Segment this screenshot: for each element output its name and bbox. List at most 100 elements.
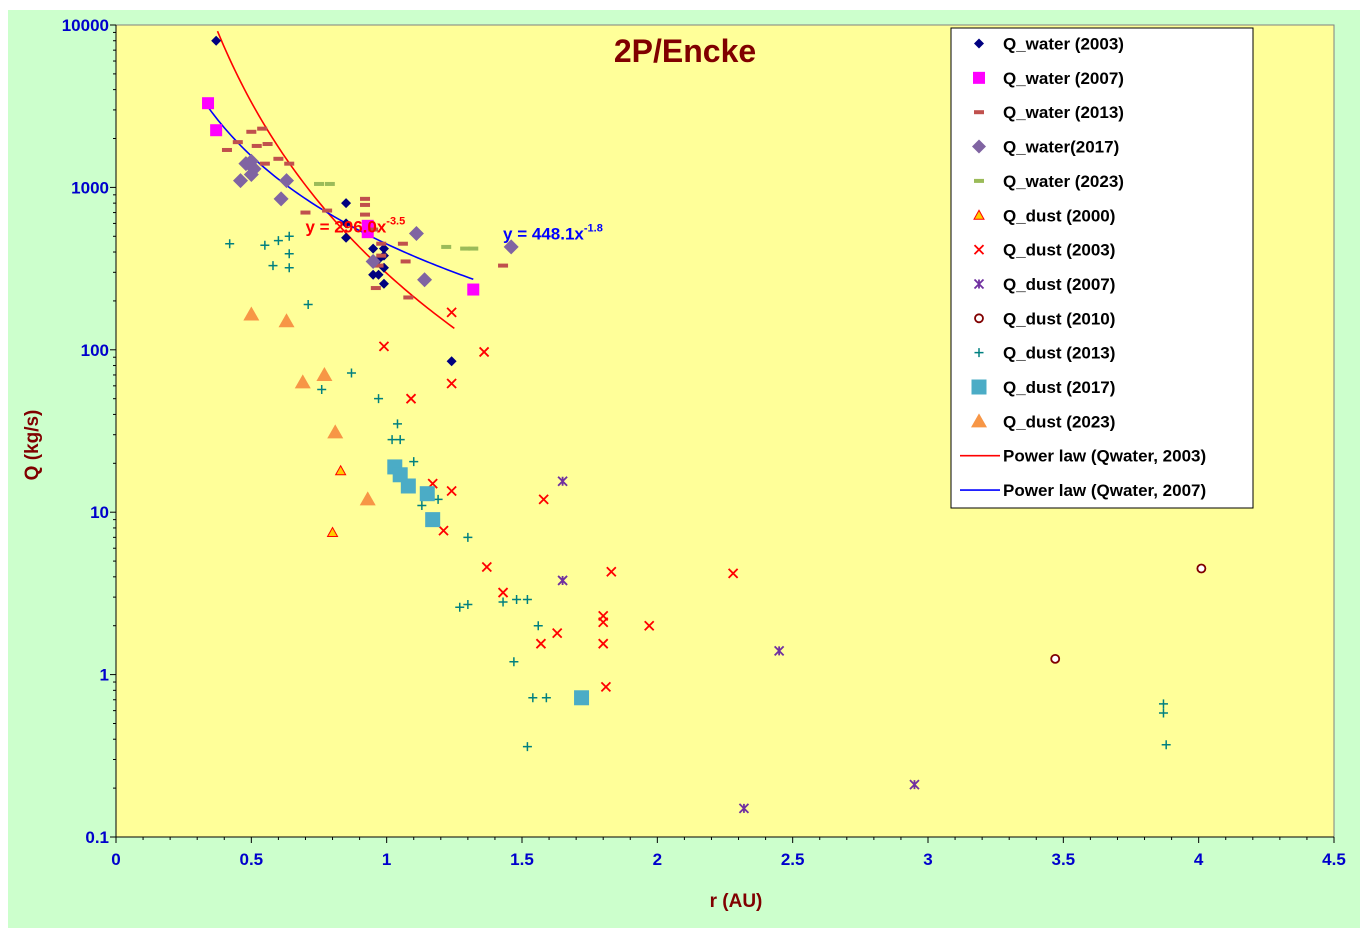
data-point (738, 803, 750, 814)
data-point (273, 236, 283, 246)
data-point (498, 597, 508, 607)
data-point (533, 621, 543, 631)
data-point (446, 378, 457, 389)
x-tick-label: 1 (382, 850, 391, 869)
data-point (727, 568, 739, 579)
data-point (973, 209, 985, 220)
data-point (446, 485, 457, 497)
data-point (251, 143, 262, 148)
data-point (233, 173, 249, 189)
data-point (360, 196, 371, 201)
data-point (268, 261, 278, 271)
legend-label: Power law (Qwater, 2003) (1003, 447, 1206, 466)
data-point (557, 476, 568, 487)
x-tick-label: 2 (653, 850, 662, 869)
data-point (463, 532, 473, 542)
data-point (909, 779, 920, 790)
data-point (1196, 563, 1207, 574)
data-point (246, 129, 257, 134)
y-tick-label: 0.1 (85, 828, 109, 847)
data-point (552, 628, 563, 639)
data-point (346, 368, 356, 378)
data-point (341, 218, 352, 229)
data-point (467, 283, 480, 296)
data-point (225, 239, 235, 249)
fit-equation-base: y = 296.0x (305, 217, 386, 236)
x-tick-label: 0.5 (240, 850, 264, 869)
data-point (460, 246, 471, 251)
data-point (279, 173, 295, 189)
y-tick-label: 1000 (71, 178, 109, 197)
data-point (1158, 708, 1168, 718)
data-point (324, 181, 335, 186)
data-point (973, 244, 985, 255)
data-point (284, 161, 295, 166)
data-point (557, 575, 568, 586)
data-point (974, 38, 984, 49)
data-point (392, 419, 402, 429)
data-point (211, 35, 222, 46)
data-point (1158, 699, 1168, 709)
data-point (262, 142, 273, 147)
x-tick-label: 4.5 (1322, 850, 1346, 869)
data-point (373, 263, 384, 268)
data-point (360, 202, 371, 207)
data-point (397, 241, 408, 246)
data-point (273, 156, 284, 161)
data-point (376, 241, 387, 246)
data-point (365, 253, 381, 269)
fit-equation-base: y = 448.1x (503, 225, 584, 244)
x-axis-label: r (AU) (710, 891, 763, 912)
data-point (284, 249, 294, 259)
data-point (359, 491, 376, 506)
data-point (368, 243, 379, 254)
data-point (446, 307, 457, 318)
data-point (644, 620, 655, 631)
fit-equation-exponent: -1.8 (584, 223, 603, 235)
data-point (971, 379, 987, 395)
data-point (395, 435, 405, 445)
data-point (405, 393, 417, 404)
data-point (243, 306, 260, 321)
legend-label: Power law (Qwater, 2007) (1003, 481, 1206, 500)
data-point (259, 161, 270, 166)
data-point (974, 110, 984, 115)
legend-label: Q_dust (2013) (1003, 344, 1115, 363)
legend-label: Q_dust (2003) (1003, 241, 1115, 260)
data-point (232, 140, 243, 145)
data-point (973, 278, 985, 290)
data-point (446, 356, 457, 367)
data-point (294, 374, 311, 389)
legend-label: Q_dust (2007) (1003, 275, 1115, 294)
data-point (512, 595, 522, 605)
data-point (468, 246, 479, 251)
y-tick-label: 100 (81, 341, 109, 360)
data-point (503, 239, 519, 255)
data-point (419, 486, 435, 502)
x-tick-label: 2.5 (781, 850, 805, 869)
data-point (1050, 653, 1061, 664)
y-axis-label: Q (kg/s) (22, 410, 43, 481)
data-point (528, 693, 538, 703)
data-point (574, 690, 590, 706)
data-point (974, 178, 984, 183)
y-tick-label: 1 (100, 666, 109, 685)
axes: 0 0.5 1 1.5 2 2.5 3 3.5 4 4.5 0.1 1 10 100 1000 10000 (62, 16, 1346, 869)
data-point (257, 126, 268, 131)
data-point (284, 263, 294, 273)
data-point (600, 681, 612, 693)
x-tick-label: 0 (111, 850, 120, 869)
legend-label: Q_water (2023) (1003, 172, 1124, 191)
data-point (322, 208, 333, 213)
data-point (387, 435, 397, 445)
x-tick-label: 3.5 (1052, 850, 1076, 869)
data-point (974, 313, 984, 324)
data-point (478, 346, 490, 358)
data-point (417, 272, 433, 288)
data-point (974, 348, 984, 358)
data-point (202, 97, 215, 110)
x-tick-label: 3 (923, 850, 932, 869)
data-point (773, 645, 785, 657)
data-point (400, 259, 411, 264)
